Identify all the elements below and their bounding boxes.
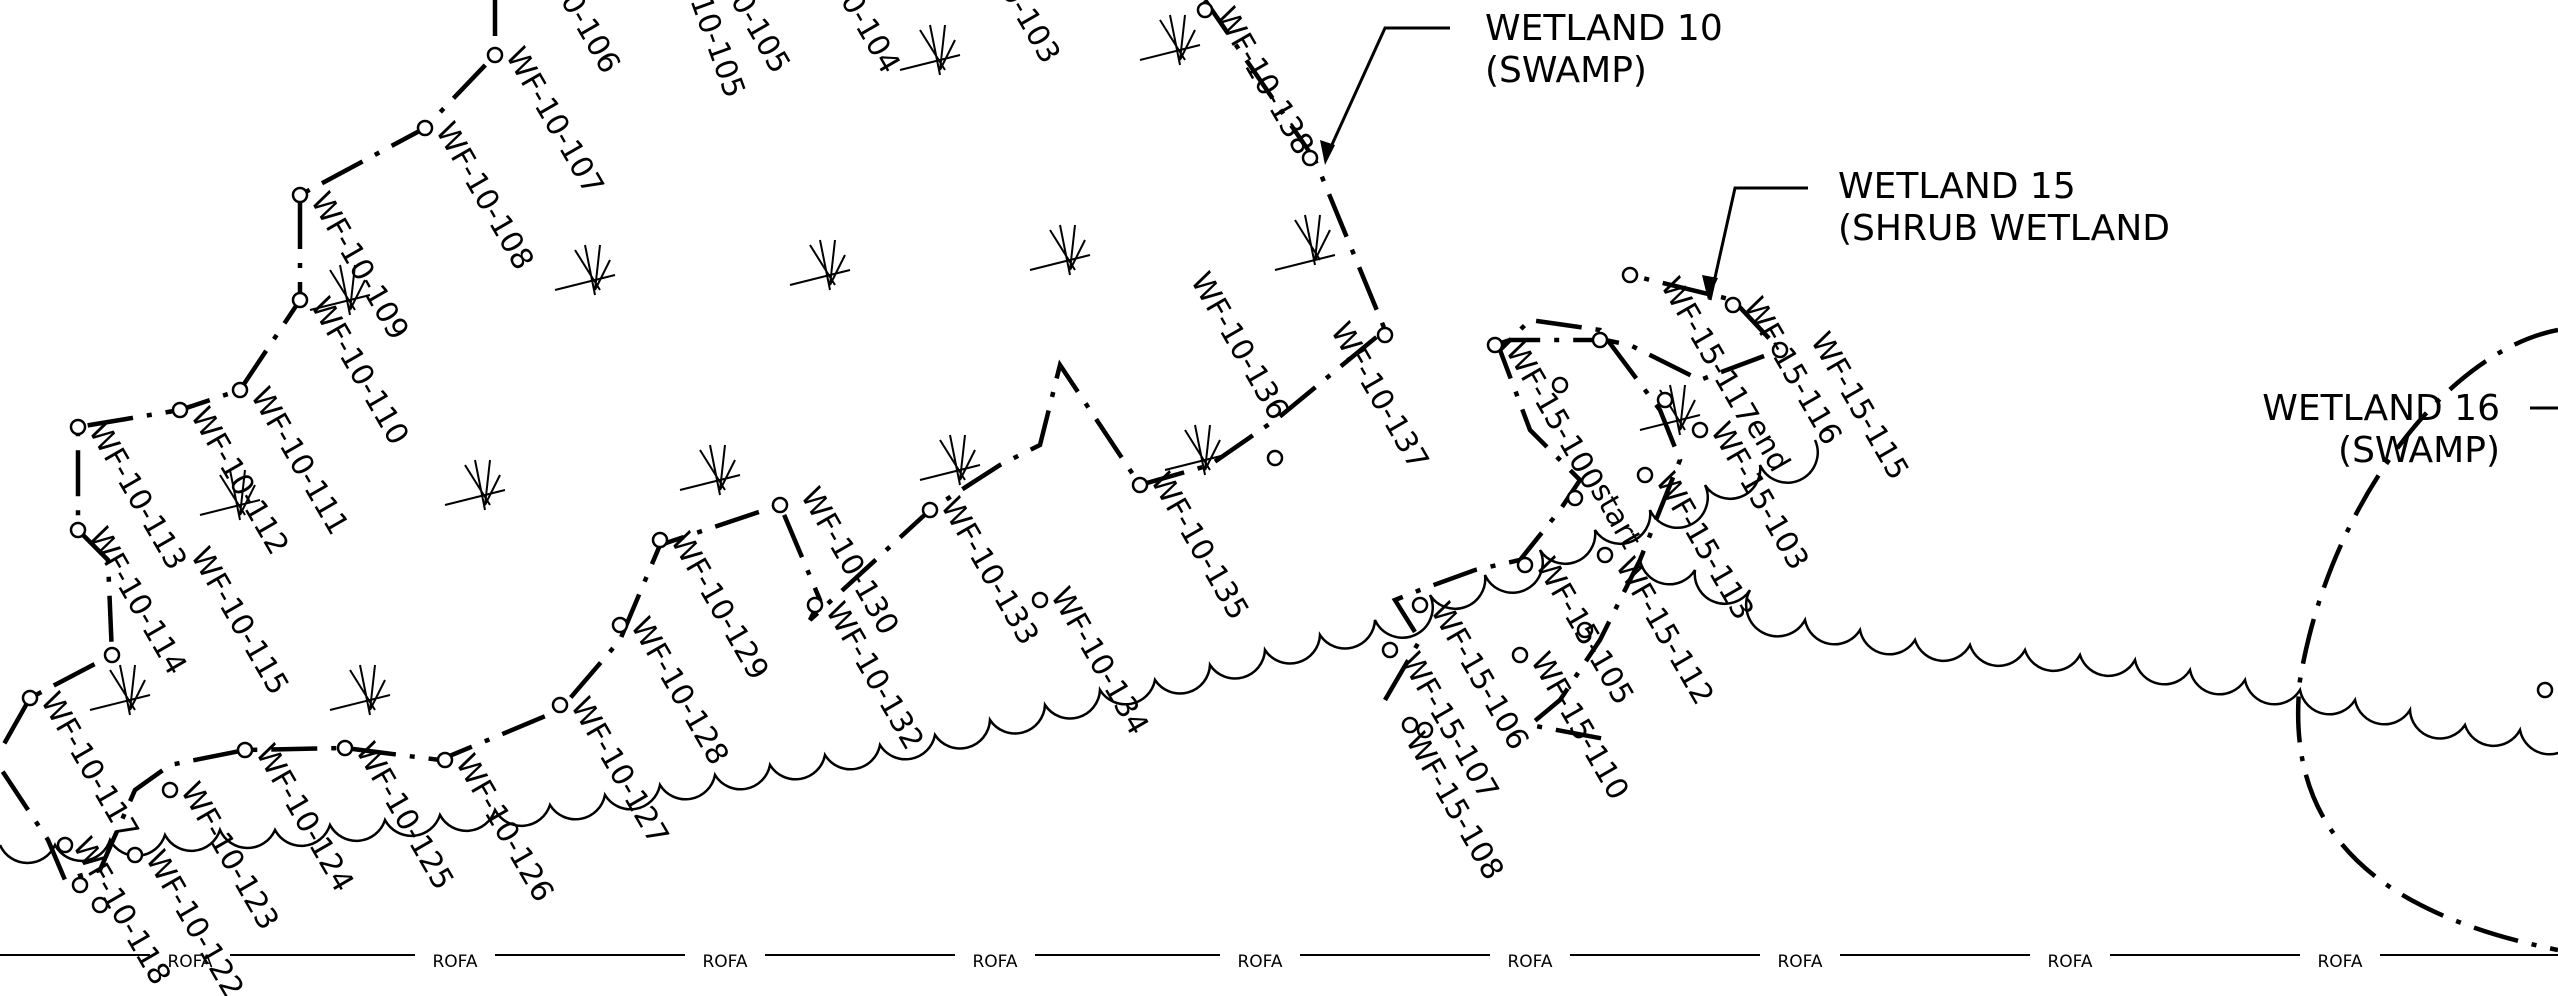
callout-title: WETLAND 16 (2262, 388, 2500, 429)
callout-wetland-10: WETLAND 10 (SWAMP) (1320, 8, 1723, 165)
rofa-label: ROFA (972, 952, 1017, 972)
wetland-15-boundary-north (1494, 272, 1784, 383)
flag-label: WF-10-126 (448, 749, 560, 909)
rofa-label: ROFA (2317, 952, 2362, 972)
callout-wetland-15: WETLAND 15 (SHRUB WETLAND (1702, 166, 2170, 301)
rofa-label: ROFA (432, 952, 477, 972)
flag-label: WF-10-136 (1183, 267, 1295, 427)
callout-type: (SWAMP) (1485, 50, 1647, 91)
wetland-10-flag-labels: 0-106 0-105 10-105 0-104 0-103 WF-10-107… (33, 0, 1435, 996)
flag-label: WF-10-138 (1208, 2, 1320, 162)
flag-label: WF-10-124 (248, 739, 360, 899)
rofa-label: ROFA (167, 952, 212, 972)
callout-type: (SWAMP) (2338, 430, 2500, 471)
flag-label: 0-106 (553, 0, 627, 80)
flag-label: WF-10-115 (183, 542, 295, 702)
wetland-flag-markers (21, 1, 2554, 914)
wetland-vegetation-symbols (89, 14, 1701, 716)
rofa-label: ROFA (1777, 952, 1822, 972)
callout-title: WETLAND 10 (1485, 8, 1723, 49)
callout-title: WETLAND 15 (1838, 166, 2076, 207)
rofa-label: ROFA (2047, 952, 2092, 972)
flag-label: WF-10-127 (563, 692, 675, 852)
rofa-label: ROFA (702, 952, 747, 972)
marsh-edge-scallops (0, 439, 2558, 865)
flag-label: WF-10-108 (428, 117, 540, 277)
rofa-line: ROFA ROFA ROFA ROFA ROFA ROFA ROFA ROFA … (0, 952, 2558, 972)
callout-type: (SHRUB WETLAND (1838, 208, 2170, 249)
flag-label: WF-15-100 (1498, 337, 1610, 497)
flag-label: WF-10-133 (933, 492, 1045, 652)
wetland-15-flag-labels: WF-15-100 WF-15-117 WF-15-116 WF-15-115 … (1393, 272, 1915, 887)
rofa-label: ROFA (1237, 952, 1282, 972)
flag-label: 0-104 (833, 0, 907, 80)
wetland-15-boundary (1383, 317, 1683, 743)
wetland-16-boundary (2295, 327, 2558, 953)
callout-wetland-16: WETLAND 16 (SWAMP) (2262, 388, 2558, 471)
rofa-label: ROFA (1507, 952, 1552, 972)
flag-label: 0-103 (993, 0, 1067, 70)
flag-label: WF-10-135 (1143, 467, 1255, 627)
